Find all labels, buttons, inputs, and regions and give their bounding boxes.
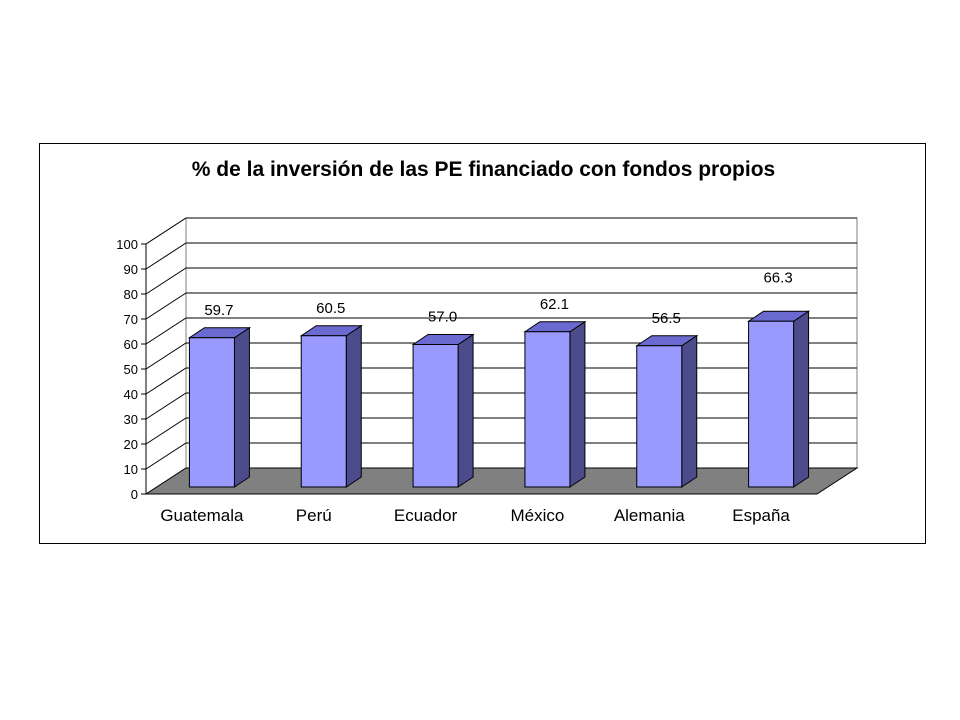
gridline	[145, 442, 857, 470]
y-tick-label: 10	[124, 462, 138, 477]
x-tick-label: Alemania	[614, 506, 685, 525]
bar	[187, 326, 252, 488]
bar	[411, 333, 475, 488]
bar-front	[300, 335, 347, 488]
gridline	[145, 317, 857, 345]
gridline	[145, 217, 857, 245]
bar-side	[793, 310, 810, 488]
data-label: 60.5	[316, 300, 345, 317]
bar-side	[569, 320, 586, 488]
bar-side	[233, 326, 250, 488]
gridline	[145, 342, 857, 370]
x-tick-label: Ecuador	[394, 506, 458, 525]
bar-side	[345, 324, 362, 488]
gridline	[145, 292, 857, 320]
y-tick-label: 20	[124, 437, 138, 452]
bars	[187, 310, 811, 488]
y-tick-label: 80	[124, 287, 138, 302]
bar-side	[457, 333, 474, 488]
y-axis: 0 10 20 30 40 50 60 70 80 90 100	[116, 237, 817, 502]
y-tick-label: 50	[124, 362, 138, 377]
data-label: 59.7	[204, 302, 233, 319]
x-tick-label: Perú	[296, 506, 332, 525]
bar-front	[748, 320, 795, 488]
bar-front	[524, 331, 571, 488]
data-label: 66.3	[763, 269, 792, 286]
gridline	[145, 367, 857, 395]
gridlines	[145, 217, 857, 470]
bar-front	[188, 337, 235, 488]
x-tick-label: España	[732, 506, 790, 525]
labels: 59.7 Guatemala 60.5 Perú 57.0 Ecuador 62.1 Méxi…	[160, 269, 792, 525]
y-tick-label: 0	[131, 487, 138, 502]
bar	[523, 320, 587, 488]
y-tick-label: 40	[124, 387, 138, 402]
y-tick-label: 90	[124, 262, 138, 277]
y-tick-label: 100	[116, 237, 138, 252]
data-label: 56.5	[652, 310, 681, 327]
gridline	[145, 392, 857, 420]
gridline	[145, 242, 857, 270]
chart-frame: % de la inversión de las PE financiado c…	[39, 143, 926, 544]
bar-chart: 0 10 20 30 40 50 60 70 80 90 100 59.7 Guatemala 60.5…	[116, 217, 859, 525]
y-tick-label: 60	[124, 337, 138, 352]
bar	[746, 310, 811, 488]
x-tick-label: Guatemala	[160, 506, 244, 525]
bar-front	[636, 345, 683, 488]
gridline	[145, 267, 857, 295]
data-label: 57.0	[428, 309, 457, 326]
chart-title: % de la inversión de las PE financiado c…	[191, 158, 776, 181]
y-tick-label: 30	[124, 412, 138, 427]
gridline	[145, 417, 857, 445]
bar	[299, 324, 363, 488]
y-tick-label: 70	[124, 312, 138, 327]
bar-front	[412, 344, 459, 488]
data-label: 62.1	[540, 296, 569, 313]
bar	[635, 334, 699, 488]
x-tick-label: México	[510, 506, 564, 525]
bar-side	[681, 334, 698, 488]
